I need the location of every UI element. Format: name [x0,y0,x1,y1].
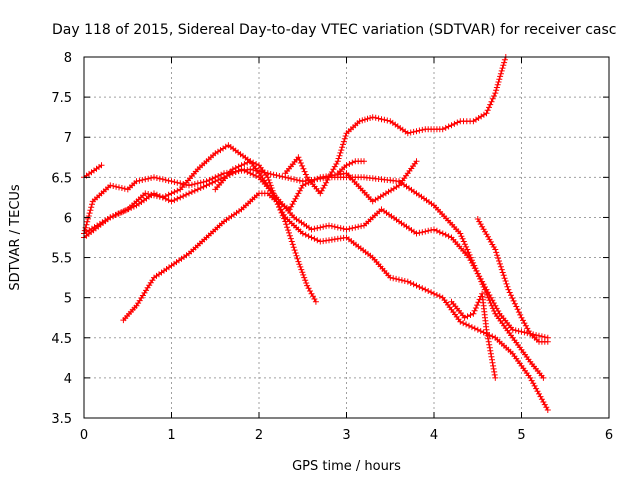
x-tick-label: 6 [605,428,613,443]
series-markers [120,158,420,324]
series-markers [448,290,499,381]
series-track-7 [212,158,319,305]
y-tick-label: 5.5 [51,252,72,267]
series-track-5 [120,158,420,324]
axis-ticks: 0 1 2 3 4 5 6 3.5 4 4.5 5 5.5 6 6.5 7 7.5 8 [51,51,613,443]
y-axis-label: SDTVAR / TECUs [8,184,23,291]
series-line [83,168,544,379]
x-axis-label: GPS time / hours [292,459,401,474]
x-tick-label: 5 [517,428,525,443]
data-series [81,54,551,413]
series-markers [334,158,367,177]
x-tick-label: 2 [255,428,263,443]
y-tick-label: 7.5 [51,91,72,106]
series-track-4 [81,166,551,341]
y-tick-label: 7 [64,131,72,146]
y-tick-label: 6 [64,211,72,226]
series-markers [212,158,319,305]
y-tick-label: 4 [64,372,72,387]
x-tick-label: 0 [80,428,88,443]
y-tick-label: 6.5 [51,171,72,186]
series-markers [282,54,509,197]
y-tick-label: 8 [64,51,72,66]
y-tick-label: 3.5 [51,412,72,427]
series-track-8 [334,158,367,177]
series-markers [474,216,551,345]
series-track-6 [282,54,509,197]
series-track-9 [448,290,499,381]
chart-title: Day 118 of 2015, Sidereal Day-to-day VTE… [52,22,616,38]
x-tick-label: 3 [342,428,350,443]
y-tick-label: 4.5 [51,332,72,347]
series-track-10 [474,216,551,345]
x-tick-label: 1 [167,428,175,443]
series-markers [81,166,551,341]
y-tick-label: 5 [64,292,72,307]
x-tick-label: 4 [430,428,438,443]
